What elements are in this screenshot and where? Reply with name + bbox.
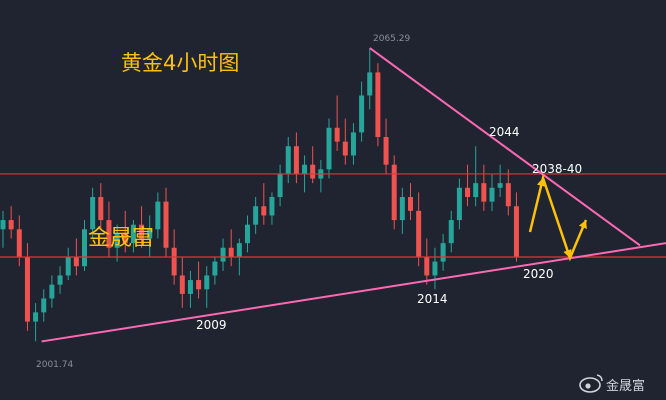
candle-body bbox=[147, 229, 153, 239]
candle-body bbox=[383, 137, 389, 165]
candle-body bbox=[448, 220, 454, 244]
candle-body bbox=[424, 256, 430, 276]
projection-arrow-path bbox=[528, 173, 588, 262]
candle-body bbox=[228, 247, 234, 257]
candle-body bbox=[139, 224, 145, 239]
candle-body bbox=[8, 220, 14, 230]
candle-body bbox=[114, 233, 120, 248]
candle-body bbox=[391, 164, 397, 221]
descending-trendline bbox=[369, 47, 641, 247]
candle-body bbox=[342, 141, 348, 156]
candle-body bbox=[440, 243, 446, 262]
candle-body bbox=[41, 298, 47, 313]
candle-body bbox=[73, 256, 79, 267]
low-price-label: 2001.74 bbox=[36, 360, 73, 370]
candle-body bbox=[473, 183, 479, 197]
candle-body bbox=[399, 197, 405, 221]
candle-body bbox=[350, 132, 356, 156]
candle-body bbox=[261, 206, 267, 216]
candle-body bbox=[171, 247, 177, 276]
candle-body bbox=[16, 229, 22, 257]
candle-body bbox=[220, 247, 226, 262]
candle-body bbox=[236, 243, 242, 257]
candle-body bbox=[24, 256, 30, 322]
candle-body bbox=[179, 275, 185, 294]
candle-body bbox=[0, 220, 6, 230]
candle-body bbox=[481, 183, 487, 202]
candle-body bbox=[310, 164, 316, 179]
candle-body bbox=[285, 146, 291, 174]
candle-body bbox=[253, 206, 259, 225]
candle-body bbox=[489, 187, 495, 202]
candle-body bbox=[65, 256, 71, 276]
annotation-2020: 2020 bbox=[523, 267, 554, 281]
candle-body bbox=[408, 197, 413, 211]
candle-body bbox=[416, 210, 422, 257]
candle-body bbox=[90, 197, 96, 230]
candle-body bbox=[204, 275, 210, 290]
candle-body bbox=[277, 173, 283, 197]
candle-body bbox=[245, 224, 250, 244]
candle-body bbox=[432, 261, 438, 276]
candle-body bbox=[269, 197, 275, 216]
annotation-2044: 2044 bbox=[489, 125, 520, 139]
ascending-trendline bbox=[41, 242, 666, 343]
candle-body bbox=[456, 187, 462, 221]
candle-body bbox=[505, 183, 511, 207]
candle-body bbox=[57, 275, 63, 285]
candle-body bbox=[212, 261, 218, 276]
candle-body bbox=[375, 72, 381, 138]
candle-body bbox=[106, 220, 112, 248]
candle-body bbox=[33, 312, 39, 322]
annotation-2014: 2014 bbox=[417, 292, 448, 306]
candle-body bbox=[155, 201, 161, 230]
candle-body bbox=[465, 187, 471, 197]
candle-body bbox=[98, 197, 104, 221]
candle-body bbox=[334, 127, 340, 142]
candle-body bbox=[359, 95, 365, 133]
candle-body bbox=[122, 233, 128, 244]
candle-body bbox=[302, 164, 308, 174]
annotation-2038-40: 2038-40 bbox=[532, 162, 582, 176]
annotation-2009: 2009 bbox=[196, 318, 227, 332]
projection-arrowheads bbox=[536, 178, 587, 258]
chart-title: 黄金4小时图 bbox=[121, 51, 239, 75]
candle-body bbox=[196, 280, 202, 290]
candle-body bbox=[497, 183, 503, 188]
candle-body bbox=[82, 229, 87, 267]
brand-label: 金晟富 bbox=[88, 226, 154, 251]
candle-body bbox=[163, 201, 169, 248]
candle-body bbox=[513, 206, 519, 257]
candle-body bbox=[49, 284, 55, 299]
candle-body bbox=[187, 280, 193, 294]
candle-body bbox=[367, 72, 373, 96]
arrowhead bbox=[536, 178, 546, 187]
candle-body bbox=[130, 224, 136, 244]
candle-body bbox=[326, 127, 332, 170]
weibo-logo-icon bbox=[579, 374, 603, 393]
high-price-label: 2065.29 bbox=[373, 34, 410, 44]
candle-body bbox=[293, 146, 299, 174]
arrowhead bbox=[578, 220, 587, 229]
arrowhead bbox=[563, 249, 572, 258]
watermark-text: 金晟富 bbox=[606, 378, 645, 394]
